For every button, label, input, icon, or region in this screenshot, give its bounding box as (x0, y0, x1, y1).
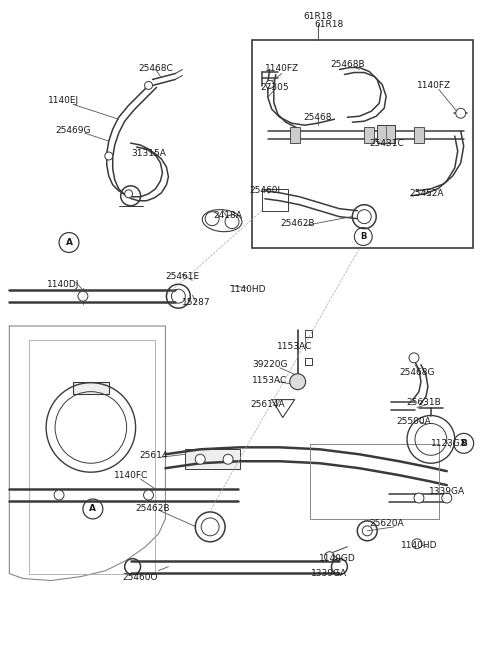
Circle shape (125, 190, 132, 198)
Circle shape (412, 539, 422, 549)
Text: 1140HD: 1140HD (401, 541, 437, 549)
Circle shape (456, 109, 466, 118)
Text: 39220G: 39220G (252, 360, 288, 369)
Circle shape (78, 291, 88, 301)
Bar (377, 125, 395, 143)
Circle shape (54, 490, 64, 500)
Text: 1140FZ: 1140FZ (417, 81, 451, 91)
Text: 25431C: 25431C (370, 139, 405, 148)
Text: 2418A: 2418A (214, 211, 242, 220)
Bar (73, 382, 109, 394)
Circle shape (144, 81, 153, 89)
Text: 25460O: 25460O (123, 573, 158, 582)
Circle shape (205, 212, 219, 226)
Text: 25614: 25614 (139, 451, 168, 460)
Text: 25468G: 25468G (399, 368, 435, 377)
Text: 25468C: 25468C (138, 64, 173, 73)
Circle shape (144, 490, 154, 500)
Bar (290, 127, 300, 143)
Bar (262, 189, 288, 211)
Bar (364, 127, 374, 143)
Text: 25460I: 25460I (249, 186, 280, 195)
Circle shape (324, 551, 335, 561)
Text: 25620A: 25620A (370, 519, 405, 528)
Text: B: B (460, 439, 467, 448)
Text: A: A (89, 504, 96, 514)
Text: 25469G: 25469G (55, 126, 91, 135)
Circle shape (225, 214, 239, 228)
Circle shape (266, 81, 274, 89)
Text: 25468B: 25468B (330, 60, 365, 69)
Text: 25452A: 25452A (409, 189, 444, 198)
Text: 15287: 15287 (182, 298, 211, 307)
Bar (305, 330, 312, 337)
Text: 25461E: 25461E (165, 272, 199, 281)
Text: 1140EJ: 1140EJ (48, 97, 79, 105)
Circle shape (442, 493, 452, 503)
Text: 1339GA: 1339GA (312, 569, 348, 578)
Text: 25631B: 25631B (407, 398, 441, 406)
Text: 1140HD: 1140HD (230, 285, 266, 295)
Text: 25500A: 25500A (396, 418, 432, 426)
Text: 1140FC: 1140FC (113, 471, 148, 480)
Text: 1339GA: 1339GA (429, 487, 465, 496)
Text: 1153AC: 1153AC (252, 376, 288, 385)
Circle shape (223, 454, 233, 464)
Text: 25614A: 25614A (251, 400, 285, 408)
Text: 61R18: 61R18 (303, 12, 332, 21)
Bar (305, 358, 312, 365)
Bar (185, 449, 240, 469)
Text: 1140GD: 1140GD (319, 553, 356, 563)
Circle shape (290, 374, 306, 390)
Text: 25462B: 25462B (280, 218, 315, 228)
Text: 1140DJ: 1140DJ (47, 280, 79, 289)
Circle shape (409, 353, 419, 363)
Circle shape (414, 493, 424, 503)
Text: 25468: 25468 (303, 113, 332, 122)
Circle shape (105, 152, 113, 160)
Text: 31315A: 31315A (131, 149, 166, 158)
Circle shape (195, 454, 205, 464)
Text: 1153AC: 1153AC (277, 342, 312, 351)
Text: 61R18: 61R18 (315, 20, 344, 29)
Bar (414, 127, 424, 143)
Text: 25462B: 25462B (135, 504, 170, 513)
Bar (252, 40, 473, 248)
Text: 1123GX: 1123GX (431, 440, 467, 448)
Ellipse shape (202, 210, 242, 232)
Text: B: B (360, 232, 366, 241)
Text: A: A (65, 238, 72, 247)
Text: 1140FZ: 1140FZ (264, 64, 299, 73)
Text: 27305: 27305 (261, 83, 289, 93)
